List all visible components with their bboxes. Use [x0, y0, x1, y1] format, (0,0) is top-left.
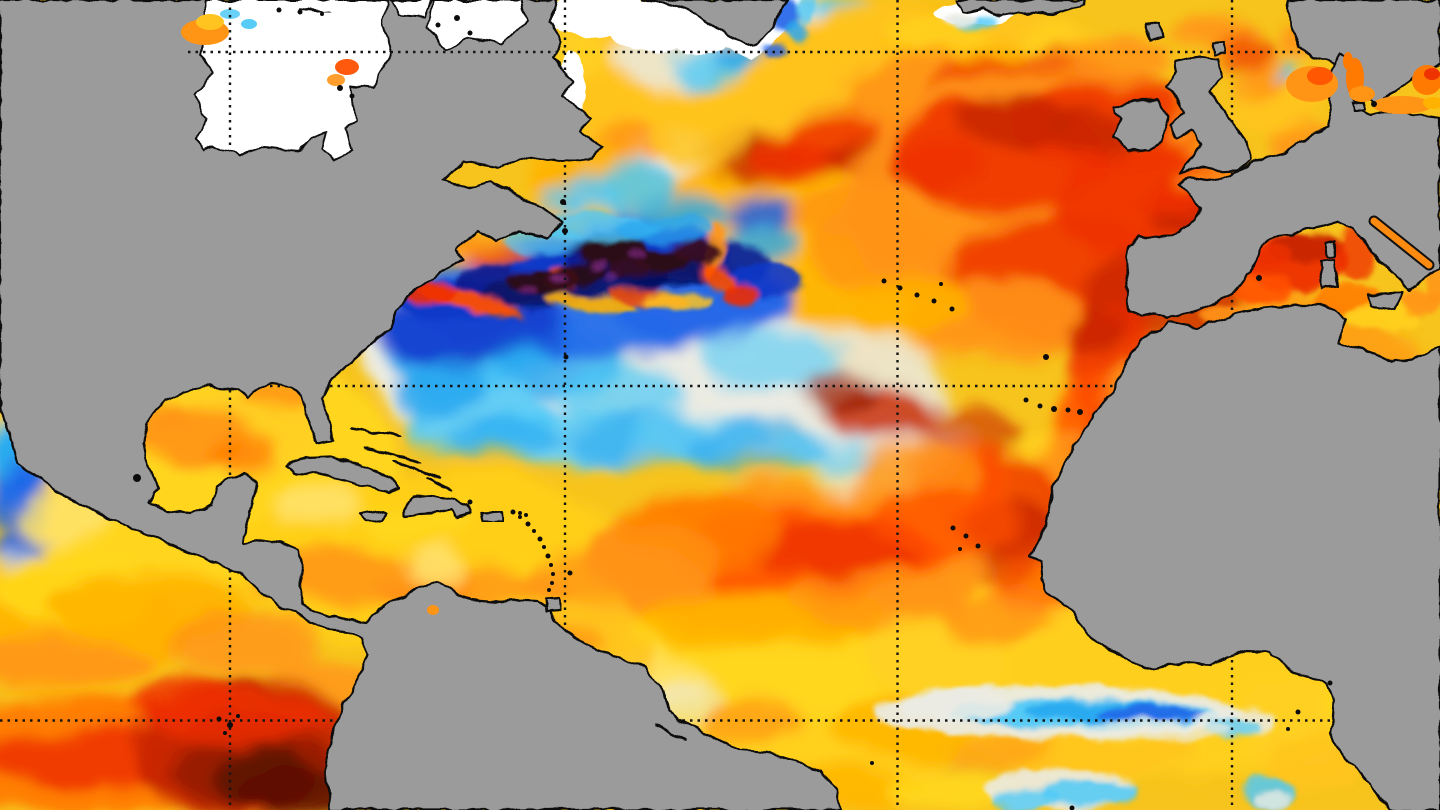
island-chain-outline: [653, 723, 687, 742]
islet: [939, 282, 943, 286]
island-corsica: [1323, 239, 1337, 260]
island-puerto-rico: [479, 510, 506, 523]
islet: [551, 572, 555, 576]
islet: [1295, 709, 1301, 715]
islet: [870, 761, 874, 765]
islet: [223, 731, 227, 735]
island-great-britain: [1165, 56, 1253, 175]
islet: [550, 581, 554, 585]
islet: [547, 588, 551, 592]
islet: [1037, 403, 1043, 409]
islet: [1256, 275, 1262, 281]
islet: [349, 93, 355, 99]
islet: [297, 9, 303, 15]
islet: [542, 545, 546, 549]
islet: [1065, 407, 1071, 413]
islet: [975, 543, 981, 549]
island-sicily: [1366, 291, 1404, 312]
islet: [567, 570, 573, 576]
islet: [467, 30, 473, 36]
islet: [1327, 680, 1333, 686]
island-shetland: [1211, 40, 1228, 57]
islet: [931, 298, 937, 304]
davis-strait-ice: [670, 25, 730, 55]
graticule-over-ice: [188, 0, 560, 148]
islet: [949, 306, 955, 312]
land-americas: [0, 0, 843, 810]
islet: [525, 521, 531, 527]
island-jamaica: [357, 508, 388, 523]
islet: [435, 22, 441, 28]
coastal-cold-accents-layer: [760, 0, 1001, 60]
islet: [537, 536, 543, 542]
enclosed-waters-anomalies: [181, 9, 1440, 615]
islet: [1286, 727, 1290, 731]
islet: [236, 714, 240, 718]
islet: [337, 85, 343, 91]
land-europe: [1124, 51, 1440, 320]
island-chain-outline: [350, 426, 402, 438]
islet: [897, 285, 903, 291]
island-sardinia: [1318, 258, 1339, 290]
island-cuba: [285, 454, 401, 494]
island-hispaniola: [402, 493, 474, 519]
islet: [320, 12, 324, 16]
island-chain-outline: [426, 476, 454, 492]
land-africa: [1029, 303, 1440, 810]
islet: [1051, 406, 1057, 412]
islet: [562, 228, 568, 234]
island-chain-outline: [393, 460, 442, 480]
islet: [454, 15, 460, 21]
islet: [1077, 409, 1083, 415]
islet: [563, 354, 569, 360]
islet: [467, 499, 473, 505]
land-iceland: [954, 0, 1087, 18]
adriatic-sea-channel: [1370, 217, 1433, 269]
ungava-bay-ice: [427, 0, 527, 51]
islet: [950, 525, 956, 531]
small-islands-layer: [133, 6, 1377, 810]
islet: [963, 533, 969, 539]
islet: [560, 199, 566, 205]
islet: [276, 7, 282, 13]
islet: [1371, 101, 1377, 107]
hudson-bay-ice: [195, 0, 391, 161]
islet: [524, 513, 528, 517]
islet: [518, 515, 522, 519]
islet: [133, 474, 141, 482]
island-ireland: [1111, 98, 1170, 153]
islet: [1023, 397, 1029, 403]
overlay-layer: [133, 0, 1440, 810]
islet: [510, 509, 516, 515]
islet: [881, 278, 887, 284]
islet: [549, 563, 553, 567]
island-danish-isles: [1351, 99, 1367, 113]
islet: [1069, 805, 1075, 810]
islet: [532, 529, 536, 533]
island-chain-outline: [363, 446, 422, 464]
island-faroe: [1144, 21, 1165, 42]
islet: [545, 553, 551, 559]
islet: [518, 511, 522, 515]
land-greenland: [640, 0, 788, 48]
islet: [1043, 354, 1049, 360]
islet: [914, 292, 920, 298]
islet: [958, 547, 962, 551]
island-chain-outline: [298, 6, 332, 14]
island-trinidad: [544, 595, 562, 614]
hudson-strait-ice: [389, 0, 431, 17]
islet: [227, 722, 233, 728]
islet: [216, 716, 222, 722]
